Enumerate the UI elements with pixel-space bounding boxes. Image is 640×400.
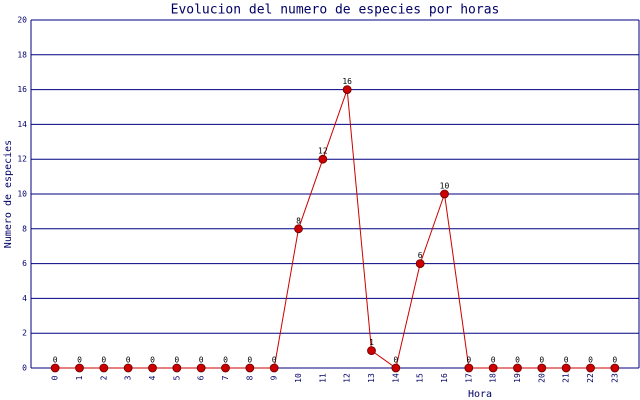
data-point — [99, 363, 109, 373]
data-point — [342, 85, 352, 94]
x-tick-label: 1 — [75, 375, 84, 380]
y-tick-label: 0 — [22, 364, 27, 373]
data-label: 0 — [223, 356, 228, 365]
y-tick-label: 18 — [17, 50, 27, 59]
data-label: 8 — [296, 216, 301, 225]
data-label: 12 — [318, 147, 328, 156]
x-tick-label: 2 — [99, 375, 108, 380]
x-axis-label: Hora — [468, 389, 492, 400]
x-tick-label: 21 — [562, 373, 571, 383]
y-tick-label: 6 — [22, 259, 27, 268]
data-point — [488, 363, 498, 373]
x-tick-label: 14 — [391, 373, 400, 383]
y-tick-label: 14 — [17, 120, 27, 129]
data-label: 0 — [126, 356, 131, 365]
x-tick-label: 18 — [489, 373, 498, 383]
y-tick-label: 10 — [17, 190, 27, 199]
x-tick-label: 23 — [610, 373, 619, 383]
data-label: 10 — [440, 182, 450, 191]
data-point — [610, 363, 620, 373]
x-tick-label: 11 — [318, 373, 327, 383]
x-tick-label: 12 — [343, 373, 352, 383]
x-tick-label: 5 — [172, 375, 181, 380]
data-point — [172, 363, 182, 373]
x-tick-label: 9 — [270, 375, 279, 380]
x-tick-label: 0 — [51, 375, 60, 380]
data-point — [123, 363, 133, 373]
data-label: 0 — [491, 356, 496, 365]
y-tick-label: 20 — [17, 16, 27, 25]
y-axis-label: Numero de especies — [3, 140, 14, 248]
data-label: 0 — [612, 356, 617, 365]
x-tick-label: 22 — [586, 373, 595, 383]
data-label: 0 — [564, 356, 569, 365]
data-point — [221, 363, 230, 373]
x-tick-label: 20 — [537, 373, 546, 383]
data-point — [245, 363, 255, 373]
data-label: 0 — [588, 356, 593, 365]
data-label: 0 — [247, 356, 252, 365]
x-tick-label: 13 — [367, 373, 376, 383]
data-point — [537, 363, 547, 373]
y-tick-label: 4 — [22, 294, 27, 303]
data-label: 6 — [418, 251, 423, 260]
x-tick-label: 10 — [294, 373, 303, 383]
data-label: 0 — [272, 356, 277, 365]
data-point — [391, 363, 401, 373]
data-point — [440, 189, 449, 199]
data-label: 0 — [101, 356, 106, 365]
x-tick-label: 15 — [416, 373, 425, 383]
data-point — [415, 259, 425, 269]
x-tick-label: 19 — [513, 373, 522, 383]
data-label: 0 — [53, 356, 58, 365]
chart-title: Evolucion del numero de especies por hor… — [171, 3, 500, 18]
y-tick-label: 2 — [22, 329, 27, 338]
data-label: 0 — [539, 356, 544, 365]
x-tick-label: 16 — [440, 373, 449, 383]
data-point — [464, 363, 474, 373]
data-point — [367, 346, 376, 356]
data-point — [148, 363, 157, 373]
x-tick-label: 7 — [221, 375, 230, 380]
data-point — [586, 363, 595, 373]
data-point — [318, 154, 328, 164]
data-label: 0 — [466, 356, 471, 365]
data-label: 16 — [342, 77, 352, 86]
data-point — [561, 363, 571, 373]
data-point — [294, 224, 303, 234]
x-tick-label: 17 — [464, 373, 473, 383]
data-point — [196, 363, 206, 373]
x-tick-label: 8 — [245, 375, 254, 380]
y-tick-label: 8 — [22, 224, 27, 233]
y-tick-label: 12 — [17, 155, 27, 164]
x-tick-label: 6 — [197, 375, 206, 380]
data-label: 0 — [150, 356, 155, 365]
data-point — [75, 363, 84, 373]
data-point — [513, 363, 522, 373]
data-label: 0 — [515, 356, 520, 365]
data-point — [269, 363, 279, 373]
data-label: 0 — [199, 356, 204, 365]
y-tick-label: 16 — [17, 85, 27, 94]
data-label: 0 — [393, 356, 398, 365]
data-label: 0 — [77, 356, 82, 365]
x-tick-label: 4 — [148, 375, 157, 380]
data-point — [50, 363, 60, 373]
data-label: 1 — [369, 338, 374, 347]
x-tick-label: 3 — [124, 375, 133, 380]
data-label: 0 — [174, 356, 179, 365]
